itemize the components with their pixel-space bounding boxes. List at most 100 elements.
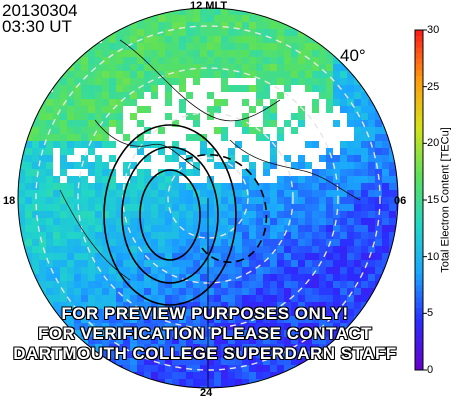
tec-cell: [151, 190, 158, 197]
tec-cell: [200, 15, 207, 22]
tec-cell: [389, 197, 396, 204]
tec-cell: [109, 141, 116, 148]
tec-cell: [228, 8, 235, 15]
tec-cell: [305, 246, 312, 253]
tec-cell: [151, 218, 158, 225]
tec-cell: [354, 155, 361, 162]
tec-cell: [368, 288, 375, 295]
tec-cell: [193, 323, 200, 330]
tec-cell: [340, 295, 347, 302]
tec-cell: [172, 211, 179, 218]
tec-cell: [263, 211, 270, 218]
tec-cell: [284, 176, 291, 183]
tec-cell: [235, 204, 242, 211]
tec-cell: [53, 176, 60, 183]
tec-cell: [249, 15, 256, 22]
tec-cell: [151, 372, 158, 379]
tec-cell: [277, 176, 284, 183]
tec-cell: [151, 92, 158, 99]
tec-cell: [165, 358, 172, 365]
tec-cell: [277, 134, 284, 141]
tec-cell: [396, 253, 398, 260]
tec-cell: [116, 29, 123, 36]
tec-cell: [305, 260, 312, 267]
tec-cell: [298, 71, 305, 78]
tec-cell: [207, 253, 214, 260]
colorbar-band: [415, 313, 423, 320]
tec-cell: [144, 176, 151, 183]
tec-cell: [165, 246, 172, 253]
tec-cell: [284, 78, 291, 85]
tec-cell: [60, 113, 67, 120]
tec-cell: [207, 351, 214, 358]
tec-cell: [186, 253, 193, 260]
tec-cell: [298, 218, 305, 225]
tec-cell: [81, 113, 88, 120]
tec-cell: [305, 309, 312, 316]
tec-cell: [235, 246, 242, 253]
tec-cell: [67, 288, 74, 295]
tec-cell: [270, 323, 277, 330]
tec-cell: [305, 57, 312, 64]
tec-cell: [214, 316, 221, 323]
colorbar-band: [415, 69, 423, 76]
tec-cell: [88, 50, 95, 57]
tec-cell: [179, 358, 186, 365]
tec-cell: [151, 246, 158, 253]
tec-cell: [88, 99, 95, 106]
tec-cell: [354, 267, 361, 274]
tec-cell: [144, 29, 151, 36]
tec-cell: [228, 15, 235, 22]
tec-cell: [172, 8, 179, 15]
tec-cell: [74, 267, 81, 274]
tec-cell: [32, 246, 39, 253]
tec-cell: [368, 134, 375, 141]
tec-cell: [81, 141, 88, 148]
tec-cell: [361, 218, 368, 225]
tec-cell: [25, 190, 32, 197]
tec-cell: [375, 120, 382, 127]
tec-cell: [396, 204, 398, 211]
tec-cell: [298, 50, 305, 57]
tec-cell: [242, 351, 249, 358]
tec-cell: [130, 176, 137, 183]
tec-cell: [207, 29, 214, 36]
tec-cell: [298, 162, 305, 169]
tec-cell: [333, 330, 340, 337]
tec-cell: [263, 288, 270, 295]
tec-cell: [81, 239, 88, 246]
tec-cell: [130, 218, 137, 225]
tec-cell: [249, 302, 256, 309]
tec-cell: [25, 218, 32, 225]
tec-cell: [228, 64, 235, 71]
tec-cell: [60, 99, 67, 106]
tec-cell: [382, 246, 389, 253]
tec-cell: [116, 295, 123, 302]
tec-cell: [256, 365, 263, 372]
tec-cell: [333, 253, 340, 260]
tec-cell: [116, 344, 123, 351]
tec-cell: [284, 281, 291, 288]
tec-cell: [228, 85, 235, 92]
tec-cell: [284, 64, 291, 71]
tec-cell: [312, 50, 319, 57]
tec-cell: [326, 190, 333, 197]
tec-cell: [242, 239, 249, 246]
tec-cell: [340, 274, 347, 281]
tec-cell: [340, 71, 347, 78]
tec-cell: [81, 225, 88, 232]
tec-cell: [109, 344, 116, 351]
tec-cell: [137, 351, 144, 358]
tec-cell: [277, 358, 284, 365]
tec-cell: [123, 295, 130, 302]
colorbar-title: Total Electron Content [TECu]: [439, 127, 452, 273]
tec-cell: [46, 211, 53, 218]
tec-cell: [151, 351, 158, 358]
tec-cell: [319, 316, 326, 323]
tec-cell: [116, 92, 123, 99]
tec-cell: [200, 218, 207, 225]
tec-cell: [207, 211, 214, 218]
tec-cell: [312, 169, 319, 176]
colorbar-band: [415, 47, 423, 54]
tec-cell: [74, 274, 81, 281]
